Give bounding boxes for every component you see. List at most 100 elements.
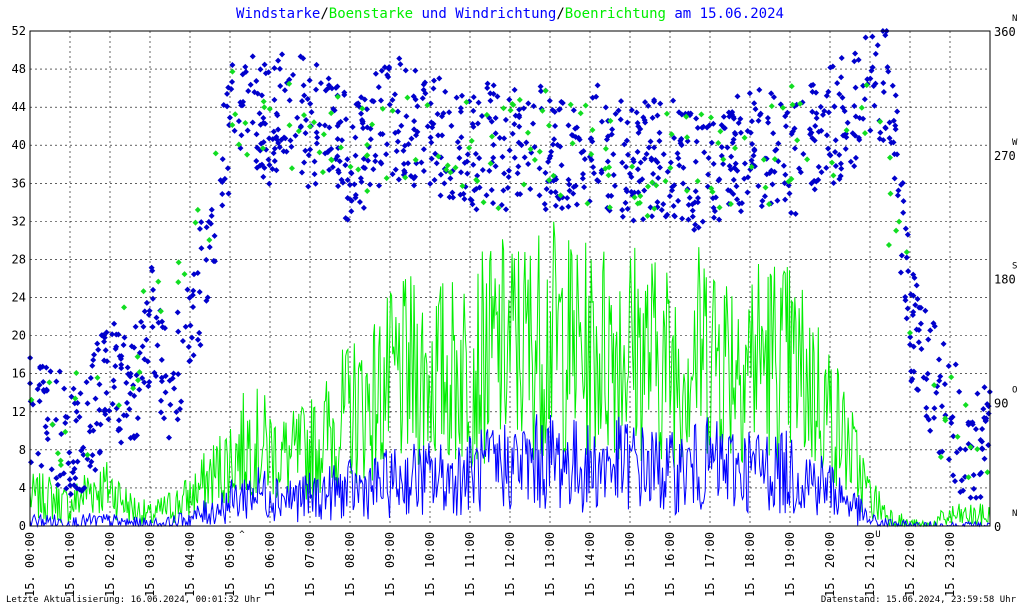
direction-point (564, 194, 571, 201)
gust-direction-point (785, 178, 792, 185)
direction-point (984, 401, 991, 408)
direction-point (768, 90, 775, 97)
direction-point (834, 80, 841, 87)
direction-point (352, 194, 359, 201)
direction-point (640, 216, 647, 223)
direction-point (930, 320, 937, 327)
gust-direction-point (546, 122, 553, 129)
direction-point (219, 156, 226, 163)
gust-direction-point (49, 421, 56, 428)
gust-direction-point (307, 123, 314, 130)
direction-point (40, 386, 47, 393)
gust-direction-point (369, 121, 376, 128)
direction-point (724, 144, 731, 151)
direction-point (329, 164, 336, 171)
direction-point (249, 53, 256, 60)
direction-point (670, 97, 677, 104)
direction-point (412, 173, 419, 180)
direction-point (771, 168, 778, 175)
direction-point (458, 92, 465, 99)
direction-point (956, 388, 963, 395)
direction-point (952, 478, 959, 485)
direction-point (608, 131, 615, 138)
direction-point (907, 291, 914, 298)
direction-point (837, 160, 844, 167)
direction-point (894, 192, 901, 199)
gust-direction-point (364, 187, 371, 194)
gust-direction-point (885, 241, 892, 248)
gust-direction-point (527, 146, 534, 153)
direction-point (437, 171, 444, 178)
direction-point (36, 382, 43, 389)
direction-point (749, 141, 756, 148)
direction-point (351, 181, 358, 188)
direction-point (978, 438, 985, 445)
direction-point (664, 211, 671, 218)
x-tick-label: 15. 02:00 (103, 532, 117, 597)
gust-direction-point (830, 172, 837, 179)
gust-direction-point (524, 129, 531, 136)
gust-direction-point (542, 87, 549, 94)
direction-point (947, 415, 954, 422)
direction-point (143, 336, 150, 343)
direction-point (402, 67, 409, 74)
direction-point (392, 129, 399, 136)
gust-direction-point (404, 94, 411, 101)
direction-point (229, 78, 236, 85)
x-tick-label: 15. 21:00 (863, 532, 877, 597)
direction-point (484, 80, 491, 87)
direction-point (657, 100, 664, 107)
direction-point (102, 347, 109, 354)
direction-point (306, 77, 313, 84)
direction-point (115, 417, 122, 424)
direction-point (748, 157, 755, 164)
gust-direction-point (288, 165, 295, 172)
title-boenstarke: Boenstarke (329, 6, 413, 22)
direction-point (905, 268, 912, 275)
direction-point (917, 320, 924, 327)
direction-point (338, 137, 345, 144)
direction-point (384, 72, 391, 79)
direction-point (249, 119, 256, 126)
direction-point (221, 175, 228, 182)
direction-point (254, 144, 261, 151)
gust-direction-point (886, 154, 893, 161)
direction-point (73, 417, 80, 424)
direction-point (705, 155, 712, 162)
direction-point (87, 374, 94, 381)
direction-point (844, 119, 851, 126)
direction-point (669, 187, 676, 194)
direction-point (454, 139, 461, 146)
direction-point (47, 368, 54, 375)
x-tick-label: 15. 04:00 (183, 532, 197, 597)
x-tick-label: 15. 07:00 (303, 532, 317, 597)
direction-point (608, 192, 615, 199)
direction-point (275, 57, 282, 64)
direction-point (349, 123, 356, 130)
direction-point (487, 97, 494, 104)
direction-point (260, 115, 267, 122)
direction-point (978, 469, 985, 476)
gust-direction-point (489, 133, 496, 140)
direction-point (550, 177, 557, 184)
gust-direction-point (480, 199, 487, 206)
gust-direction-point (698, 111, 705, 118)
direction-point (171, 385, 178, 392)
direction-point (428, 155, 435, 162)
gust-direction-point (858, 104, 865, 111)
direction-point (889, 82, 896, 89)
y2-direction-label: O (1012, 385, 1017, 395)
direction-point (457, 169, 464, 176)
direction-point (634, 166, 641, 173)
direction-point (548, 148, 555, 155)
direction-point (97, 421, 104, 428)
direction-point (336, 158, 343, 165)
direction-point (931, 405, 938, 412)
direction-point (378, 67, 385, 74)
direction-point (335, 120, 342, 127)
direction-point (258, 140, 265, 147)
direction-point (979, 445, 986, 452)
direction-point (977, 494, 984, 501)
markers: ^ U (239, 530, 880, 540)
direction-point (924, 370, 931, 377)
